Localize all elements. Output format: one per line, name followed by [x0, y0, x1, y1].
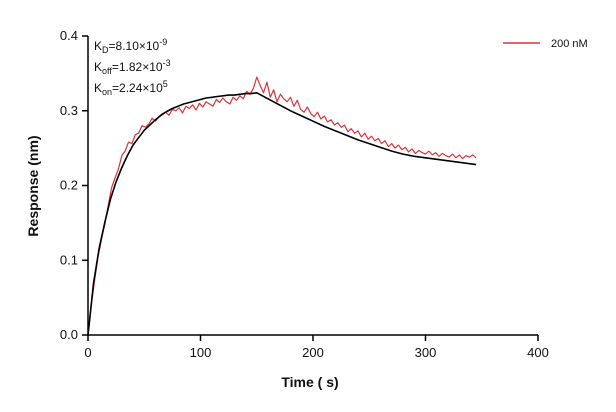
x-tick-label: 200: [302, 345, 324, 360]
legend-label: 200 nM: [551, 38, 588, 50]
annotation-layer: KD=8.10×10-9 Koff=1.82×10-3 Kon=2.24×105: [94, 37, 171, 97]
y-tick-label: 0.0: [60, 327, 78, 342]
x-tick-label: 0: [84, 345, 91, 360]
y-axis-title: Response (nm): [25, 135, 41, 236]
kinetic-annotation: KD=8.10×10-9: [94, 37, 167, 55]
series-200nm-line: [87, 76, 477, 336]
legend: 200 nM: [503, 38, 588, 50]
y-tick-label: 0.3: [60, 103, 78, 118]
series-layer: [87, 76, 477, 336]
kinetic-annotation: Kon=2.24×105: [94, 79, 168, 97]
x-tick-label: 400: [527, 345, 549, 360]
axes: 0.0 0.1 0.2 0.3 0.4 0 100 200 300 400: [60, 28, 549, 360]
fit-curve-line: [87, 92, 477, 336]
y-tick-label: 0.1: [60, 252, 78, 267]
x-tick-label: 300: [415, 345, 437, 360]
x-axis-title: Time ( s): [281, 374, 338, 390]
x-tick-label: 100: [190, 345, 212, 360]
y-tick-label: 0.2: [60, 178, 78, 193]
y-tick-label: 0.4: [60, 28, 78, 43]
kinetic-annotation: Koff=1.82×10-3: [94, 58, 171, 76]
